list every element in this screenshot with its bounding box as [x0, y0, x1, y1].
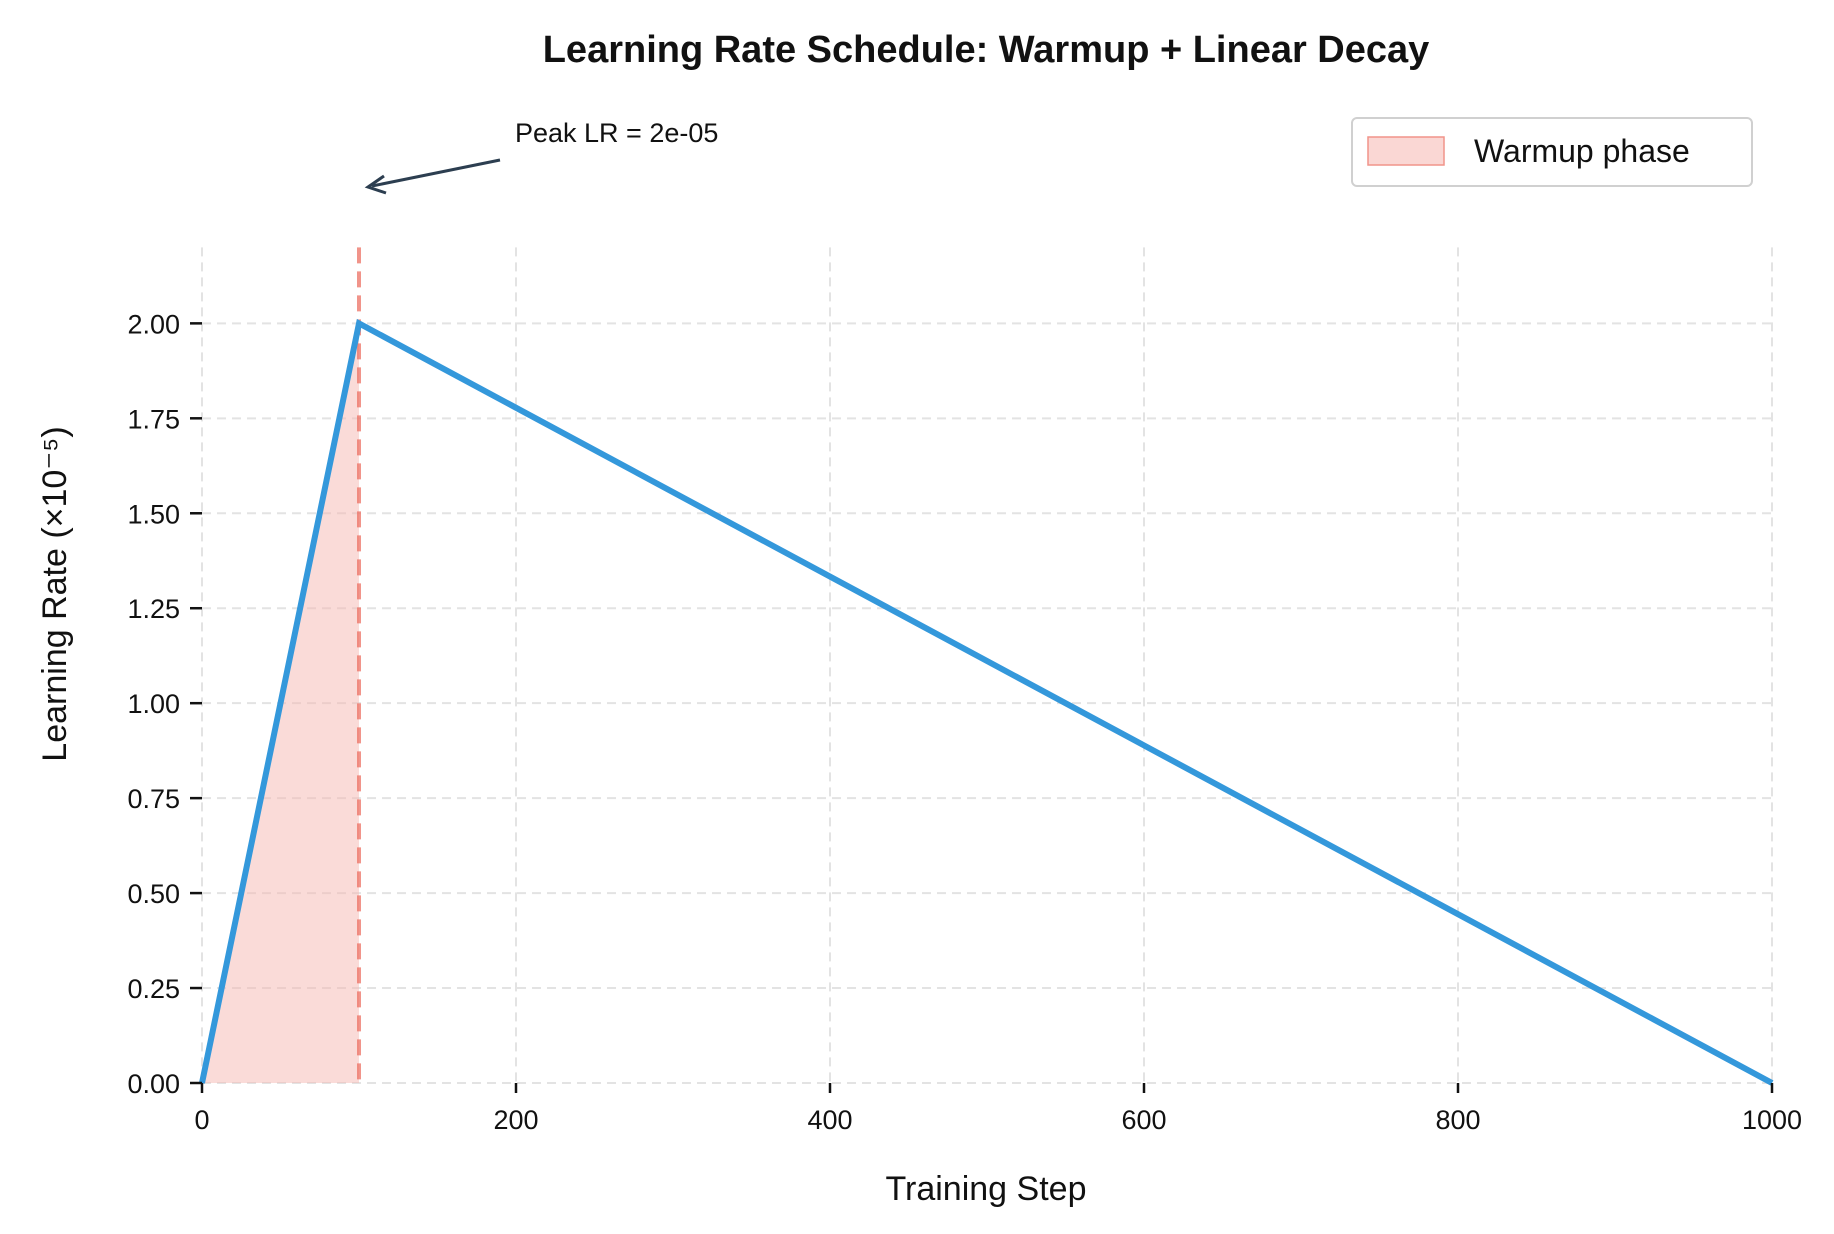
- x-tick-label: 400: [807, 1105, 852, 1135]
- chart-title: Learning Rate Schedule: Warmup + Linear …: [543, 29, 1430, 71]
- grid: [201, 247, 1773, 1084]
- series-lines: [199, 318, 1774, 1086]
- y-tick-label: 1.25: [127, 594, 180, 624]
- ticks: 0 200 400 600 800 1000 0.00 0.25 0.50 0.75 1.00 1.2…: [127, 309, 1802, 1135]
- y-tick-label: 1.50: [127, 499, 180, 529]
- legend: Warmup phase: [1351, 117, 1753, 187]
- y-tick-label: 0.50: [127, 879, 180, 909]
- arrow-head-icon: [364, 174, 387, 195]
- y-tick-label: 2.00: [127, 309, 180, 339]
- legend-label: Warmup phase: [1474, 133, 1690, 169]
- y-tick-label: 0.00: [127, 1069, 180, 1099]
- y-tick-label: 1.00: [127, 689, 180, 719]
- annotation-text: Peak LR = 2e-05: [515, 118, 718, 148]
- x-tick-label: 200: [493, 1105, 538, 1135]
- y-tick-label: 1.75: [127, 404, 180, 434]
- annotation-arrow: [371, 158, 501, 188]
- x-tick-label: 1000: [1742, 1105, 1802, 1135]
- legend-swatch: [1367, 136, 1445, 166]
- annotation: Peak LR = 2e-05: [364, 118, 718, 195]
- x-axis-label: Training Step: [886, 1170, 1087, 1208]
- y-axis-label: Learning Rate (×10⁻⁵): [36, 426, 74, 761]
- x-tick-label: 800: [1435, 1105, 1480, 1135]
- series-line: [199, 318, 1774, 1086]
- x-tick-label: 600: [1121, 1105, 1166, 1135]
- y-tick-label: 0.75: [127, 784, 180, 814]
- x-tick-label: 0: [194, 1105, 209, 1135]
- y-tick-label: 0.25: [127, 974, 180, 1004]
